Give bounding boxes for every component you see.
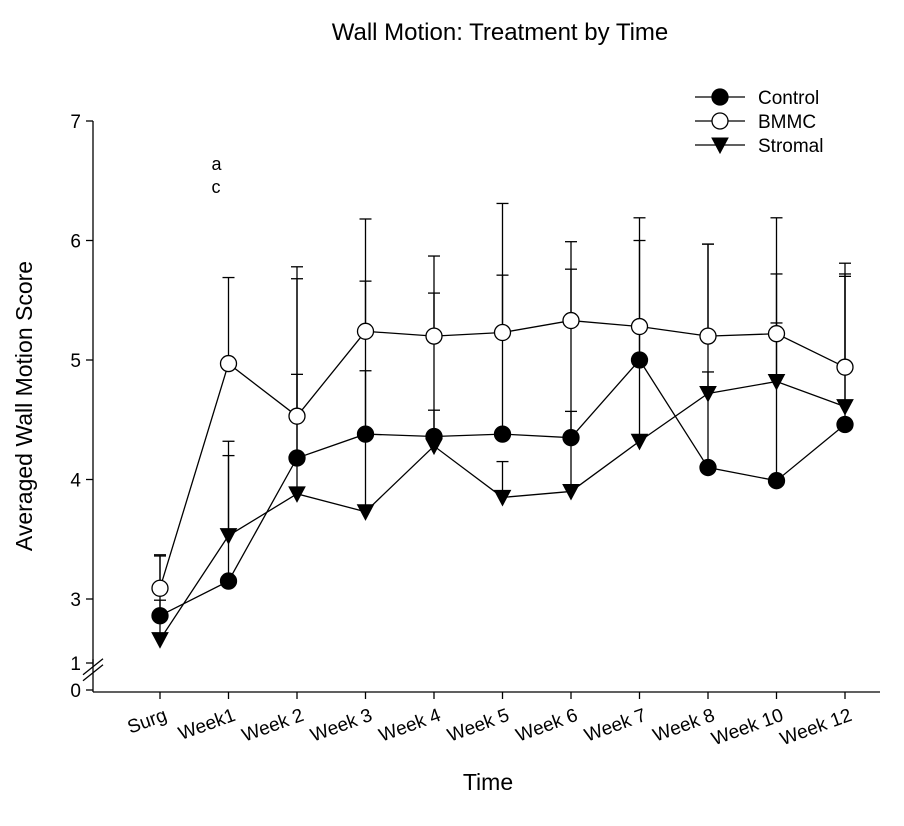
x-tick-label: Week 5 — [445, 705, 512, 747]
error-bar — [565, 410, 577, 492]
marker — [356, 504, 375, 521]
marker — [699, 327, 717, 345]
x-tick-label: Week 2 — [239, 705, 306, 747]
y-tick-label: 5 — [70, 351, 81, 372]
y-tick-label: 1 — [70, 654, 81, 675]
marker — [630, 317, 649, 336]
marker — [288, 407, 306, 425]
marker — [562, 483, 580, 501]
error-bar — [565, 241, 577, 321]
x-tick-label: Week 6 — [513, 705, 580, 747]
marker — [288, 486, 306, 503]
chart-title: Wall Motion: Treatment by Time — [332, 19, 669, 46]
marker — [425, 327, 443, 345]
marker — [836, 358, 854, 376]
marker — [151, 579, 169, 597]
marker — [356, 322, 375, 340]
marker — [767, 374, 786, 391]
legend-label: Stromal — [758, 136, 823, 157]
marker — [219, 528, 238, 545]
marker — [493, 323, 512, 342]
marker — [151, 607, 169, 625]
marker — [630, 433, 649, 451]
marker — [562, 429, 580, 447]
x-tick-label: Week1 — [176, 705, 238, 745]
error-bar — [633, 239, 646, 327]
error-bar — [428, 255, 440, 337]
error-bar — [770, 217, 783, 334]
error-bar — [702, 243, 714, 337]
x-tick-label: Week 7 — [582, 705, 649, 747]
annotation: a — [212, 154, 223, 174]
marker — [356, 425, 375, 443]
error-bar — [839, 273, 851, 407]
marker — [836, 399, 854, 416]
marker — [767, 472, 786, 490]
marker — [767, 325, 786, 343]
legend-marker — [711, 88, 729, 106]
x-tick-label: Surg — [125, 705, 170, 738]
marker — [288, 449, 306, 467]
y-axis-label: Averaged Wall Motion Score — [11, 261, 37, 551]
annotation: c — [212, 177, 221, 197]
marker — [219, 354, 238, 373]
marker — [699, 385, 717, 403]
x-tick-label: Week 4 — [376, 705, 444, 747]
y-tick-label: 6 — [70, 232, 81, 253]
x-tick-label: Week 8 — [650, 705, 717, 747]
marker — [493, 425, 512, 443]
marker — [493, 489, 512, 507]
error-bar — [291, 373, 303, 494]
legend-marker — [711, 112, 729, 130]
marker — [836, 415, 854, 434]
legend-label: Control — [758, 88, 819, 109]
marker — [699, 458, 717, 477]
legend-label: BMMC — [758, 112, 816, 133]
y-tick-label: 3 — [70, 590, 81, 611]
marker — [425, 438, 443, 456]
x-tick-label: Week 10 — [709, 705, 786, 750]
y-tick-label: 7 — [70, 112, 81, 133]
x-tick-label: Week 12 — [777, 705, 854, 750]
y-tick-label: 4 — [70, 471, 81, 492]
legend-marker — [711, 137, 729, 155]
marker — [630, 351, 649, 369]
axis-break — [82, 664, 104, 682]
x-axis-label: Time — [463, 769, 513, 795]
error-bar — [633, 321, 646, 442]
axis-break — [82, 658, 104, 676]
x-tick-label: Week 3 — [308, 705, 375, 747]
error-bar — [496, 202, 509, 333]
error-bar — [222, 440, 235, 536]
error-bar — [359, 218, 372, 332]
marker — [219, 572, 238, 590]
marker — [562, 311, 580, 330]
marker — [151, 632, 169, 649]
y-tick-label: 0 — [70, 681, 81, 702]
error-bar — [222, 276, 235, 364]
